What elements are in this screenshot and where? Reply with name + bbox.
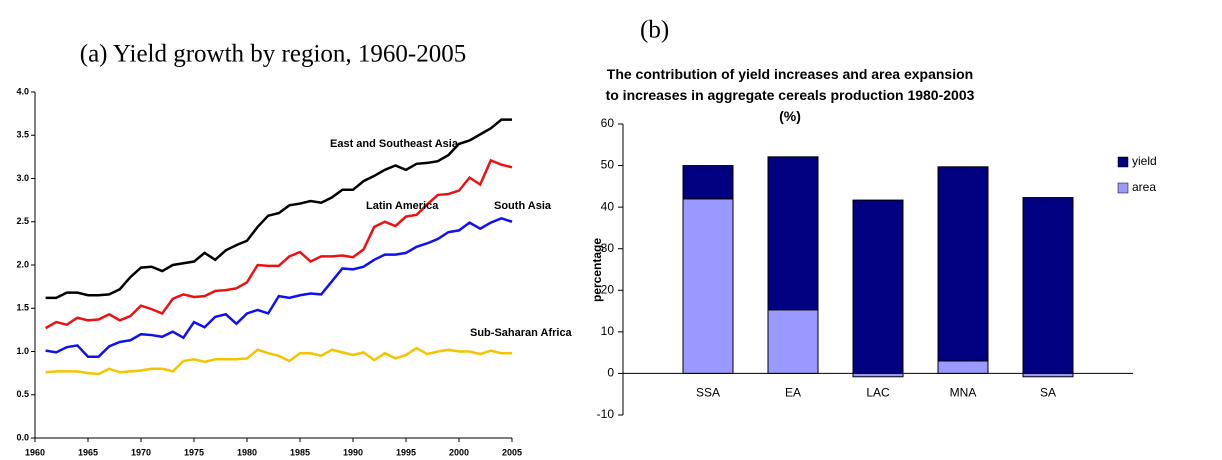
x-tick-label: EA [785,386,801,400]
y-tick-label: 1.0 [16,346,29,356]
y-tick-label: 2.5 [16,216,29,226]
y-tick-label: 0 [607,366,614,380]
bar-segment [682,198,734,374]
y-tick-label: 30 [601,241,615,255]
series-line [45,216,513,358]
x-tick-label: SA [1040,386,1056,400]
x-tick-label: LAC [866,386,890,400]
legend-swatch [1117,156,1129,168]
x-tick-label: 2005 [502,447,522,457]
bar-segment [852,199,904,374]
x-tick-label: 1975 [184,447,204,457]
y-tick-label: -10 [597,407,615,421]
y-tick-label: 0.0 [16,432,29,442]
y-tick-label: 4.0 [16,86,29,96]
x-tick-label: 1990 [343,447,363,457]
chart-title: The contribution of yield increases and … [605,66,975,124]
x-tick-label: 1985 [290,447,310,457]
bar-segment [1022,197,1074,374]
panel-label: (b) [640,17,669,44]
y-tick-label: 1.5 [16,303,29,313]
y-tick-label: 0.5 [16,389,29,399]
legend-swatch [1117,182,1129,194]
series-label: Sub-Saharan Africa [470,327,573,339]
legend-label: area [1132,180,1156,194]
series-line [45,118,512,300]
x-tick-label: SSA [696,386,720,400]
y-tick-label: 10 [601,324,615,338]
y-tick-label: 40 [601,199,615,213]
bar-segment [767,309,819,374]
series-label: Latin America [366,200,439,212]
series-label: South Asia [494,200,552,212]
x-tick-label: MNA [950,386,977,400]
bar-segment [767,156,819,311]
series-line [45,346,512,376]
y-tick-label: 2.0 [16,259,29,269]
x-tick-label: 2000 [449,447,469,457]
chart-title: (a) Yield growth by region, 1960-2005 [80,41,467,68]
y-tick-label: 20 [601,282,615,296]
y-axis-label: percentage [590,238,604,302]
y-tick-label: 3.5 [16,130,29,140]
bar-segment [937,360,989,374]
x-tick-label: 1965 [78,447,98,457]
y-tick-label: 60 [601,116,615,130]
y-tick-label: 50 [601,158,615,172]
series-line [44,158,513,330]
legend-label: yield [1132,154,1157,168]
x-tick-label: 1960 [25,447,45,457]
x-tick-label: 1970 [131,447,151,457]
y-tick-label: 3.0 [16,173,29,183]
x-tick-label: 1995 [396,447,416,457]
bar-segment [682,165,734,200]
series-label: East and Southeast Asia [330,138,459,150]
bar-segment [937,166,989,362]
x-tick-label: 1980 [237,447,257,457]
